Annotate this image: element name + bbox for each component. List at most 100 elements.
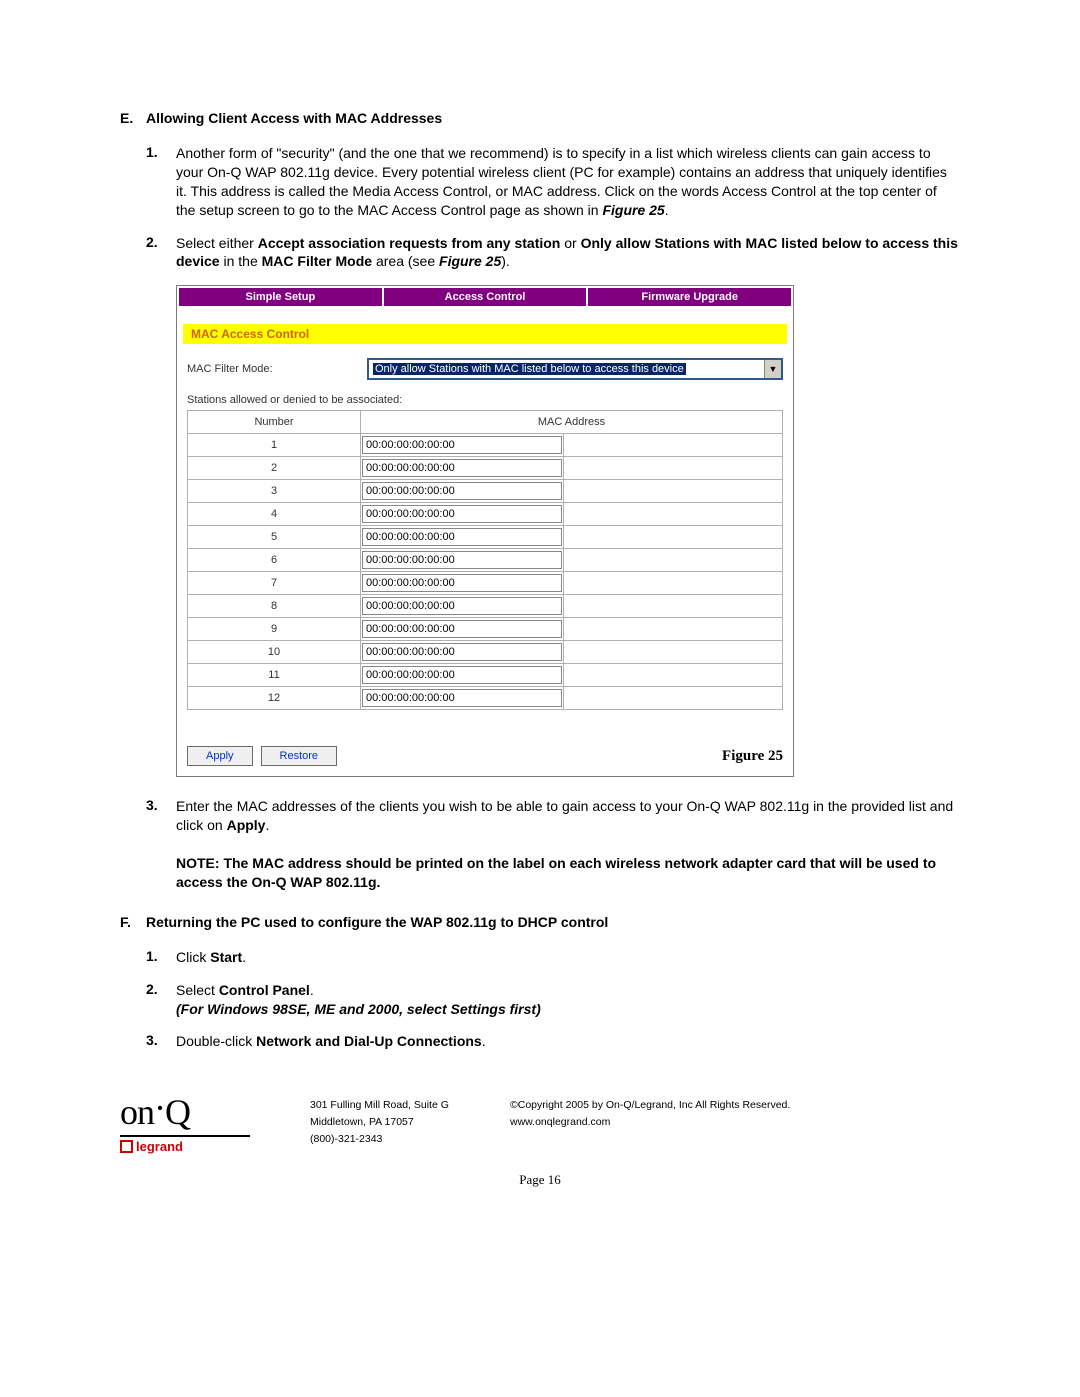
mac-cell: 00:00:00:00:00:00 (361, 503, 564, 526)
text: . (665, 202, 669, 218)
row-number: 10 (188, 641, 361, 664)
row-number: 12 (188, 687, 361, 710)
mac-input[interactable]: 00:00:00:00:00:00 (362, 666, 562, 684)
mac-input[interactable]: 00:00:00:00:00:00 (362, 528, 562, 546)
mac-input[interactable]: 00:00:00:00:00:00 (362, 459, 562, 477)
footer-addr1: 301 Fulling Mill Road, Suite G (310, 1097, 510, 1114)
empty-cell (564, 434, 783, 457)
section-e-item-1: 1. Another form of "security" (and the o… (146, 144, 960, 220)
mac-input[interactable]: 00:00:00:00:00:00 (362, 551, 562, 569)
empty-cell (564, 618, 783, 641)
text: . (482, 1033, 486, 1049)
text: ). (501, 253, 510, 269)
empty-cell (564, 572, 783, 595)
section-f-letter: F. (120, 914, 146, 930)
item-number: 2. (146, 981, 176, 1019)
section-e-letter: E. (120, 110, 146, 126)
mac-input[interactable]: 00:00:00:00:00:00 (362, 505, 562, 523)
mac-cell: 00:00:00:00:00:00 (361, 434, 564, 457)
empty-cell (564, 641, 783, 664)
mac-input[interactable]: 00:00:00:00:00:00 (362, 574, 562, 592)
figure-caption: Figure 25 (722, 748, 783, 765)
row-number: 11 (188, 664, 361, 687)
table-row: 800:00:00:00:00:00 (188, 595, 783, 618)
item-number: 1. (146, 144, 176, 220)
row-number: 7 (188, 572, 361, 595)
section-e-item-2: 2. Select either Accept association requ… (146, 234, 960, 272)
page-footer: on·Q legrand 301 Fulling Mill Road, Suit… (120, 1091, 960, 1154)
col-number: Number (188, 411, 361, 434)
note: NOTE: The MAC address should be printed … (176, 855, 936, 890)
section-f-item-2: 2. Select Control Panel. (For Windows 98… (146, 981, 960, 1019)
row-number: 1 (188, 434, 361, 457)
text: . (310, 982, 314, 998)
item-number: 3. (146, 797, 176, 891)
empty-cell (564, 480, 783, 503)
tab-firmware-upgrade[interactable]: Firmware Upgrade (588, 288, 791, 306)
text: . (242, 949, 246, 965)
text-bold: MAC Filter Mode (262, 253, 372, 269)
section-f-heading: F. Returning the PC used to configure th… (120, 914, 960, 930)
mac-input[interactable]: 00:00:00:00:00:00 (362, 597, 562, 615)
note-italic: (For Windows 98SE, ME and 2000, select S… (176, 1001, 541, 1017)
apply-button[interactable]: Apply (187, 746, 253, 766)
section-e-title: Allowing Client Access with MAC Addresse… (146, 110, 442, 126)
item-number: 1. (146, 948, 176, 967)
select-value: Only allow Stations with MAC listed belo… (373, 363, 686, 375)
section-f-title: Returning the PC used to configure the W… (146, 914, 608, 930)
row-number: 3 (188, 480, 361, 503)
table-row: 600:00:00:00:00:00 (188, 549, 783, 572)
empty-cell (564, 503, 783, 526)
mac-input[interactable]: 00:00:00:00:00:00 (362, 482, 562, 500)
text: in the (220, 253, 262, 269)
mac-input[interactable]: 00:00:00:00:00:00 (362, 689, 562, 707)
text: Select either (176, 235, 258, 251)
mac-input[interactable]: 00:00:00:00:00:00 (362, 643, 562, 661)
mac-table: Number MAC Address 100:00:00:00:00:00200… (187, 410, 783, 710)
mac-cell: 00:00:00:00:00:00 (361, 641, 564, 664)
footer-addr3: (800)-321-2343 (310, 1131, 510, 1148)
text: Click (176, 949, 210, 965)
tab-access-control[interactable]: Access Control (384, 288, 589, 306)
row-number: 6 (188, 549, 361, 572)
footer-url: www.onqlegrand.com (510, 1114, 790, 1131)
table-row: 100:00:00:00:00:00 (188, 434, 783, 457)
text-bold: Apply (227, 817, 266, 833)
stations-label: Stations allowed or denied to be associa… (177, 394, 793, 410)
row-number: 8 (188, 595, 361, 618)
mac-cell: 00:00:00:00:00:00 (361, 664, 564, 687)
section-f-item-3: 3. Double-click Network and Dial-Up Conn… (146, 1032, 960, 1051)
row-number: 5 (188, 526, 361, 549)
empty-cell (564, 549, 783, 572)
table-row: 900:00:00:00:00:00 (188, 618, 783, 641)
mac-input[interactable]: 00:00:00:00:00:00 (362, 620, 562, 638)
item-number: 2. (146, 234, 176, 272)
tab-simple-setup[interactable]: Simple Setup (179, 288, 384, 306)
table-row: 700:00:00:00:00:00 (188, 572, 783, 595)
text: Another form of "security" (and the one … (176, 145, 947, 218)
mac-filter-mode-select[interactable]: Only allow Stations with MAC listed belo… (367, 358, 783, 380)
figure-ref: Figure 25 (439, 253, 501, 269)
section-f-item-1: 1. Click Start. (146, 948, 960, 967)
text-bold: Start (210, 949, 242, 965)
text-bold: Network and Dial-Up Connections (256, 1033, 482, 1049)
mac-cell: 00:00:00:00:00:00 (361, 595, 564, 618)
table-row: 1100:00:00:00:00:00 (188, 664, 783, 687)
section-e-item-3: 3. Enter the MAC addresses of the client… (146, 797, 960, 891)
table-row: 500:00:00:00:00:00 (188, 526, 783, 549)
chevron-down-icon[interactable]: ▼ (764, 360, 781, 378)
mac-cell: 00:00:00:00:00:00 (361, 480, 564, 503)
empty-cell (564, 457, 783, 480)
empty-cell (564, 664, 783, 687)
mac-cell: 00:00:00:00:00:00 (361, 618, 564, 641)
text: Double-click (176, 1033, 256, 1049)
onq-legrand-logo: on·Q legrand (120, 1091, 250, 1154)
item-number: 3. (146, 1032, 176, 1051)
restore-button[interactable]: Restore (261, 746, 338, 766)
mac-input[interactable]: 00:00:00:00:00:00 (362, 436, 562, 454)
empty-cell (564, 687, 783, 710)
text: or (560, 235, 580, 251)
page-number: Page 16 (120, 1172, 960, 1188)
figure-25: Simple Setup Access Control Firmware Upg… (176, 285, 794, 777)
row-number: 9 (188, 618, 361, 641)
